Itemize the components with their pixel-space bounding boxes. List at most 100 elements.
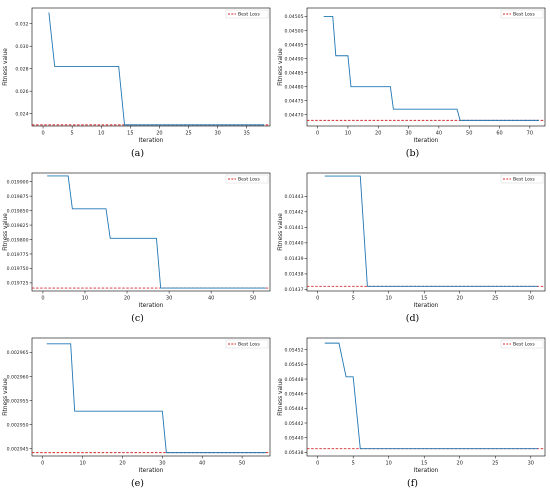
y-tick-label: 0.026: [15, 89, 28, 95]
x-tick-label: 10: [79, 461, 85, 467]
x-tick-label: 0: [316, 296, 319, 302]
legend-box: [500, 174, 544, 184]
plot-frame-c: [31, 172, 271, 292]
fitness-series-line: [323, 15, 539, 121]
panel-a: 0 5 10 15 20 25 30 35 0.024 0.026 0.028 0.030 0.032 I…: [0, 0, 275, 165]
y-tick-label: 0.019825: [7, 223, 29, 229]
caption-b: (b): [405, 148, 420, 159]
x-tick-label: 10: [386, 461, 392, 467]
x-tick-label: 35: [244, 131, 250, 137]
y-tick-label: 0.05448: [285, 377, 304, 383]
y-tick-label: 0.04485: [285, 70, 304, 76]
y-tick-label: 0.05450: [285, 362, 304, 368]
fitness-series-line: [46, 343, 267, 454]
y-tick-label: 0.05444: [285, 406, 304, 412]
plot-frame-a: [31, 7, 271, 127]
y-tick-label: 0.028: [15, 66, 28, 72]
y-tick-label: 0.05440: [285, 435, 304, 441]
x-tick-label: 40: [436, 131, 442, 137]
y-tick-label: 0.019800: [7, 237, 29, 243]
y-tick-label: 0.05452: [285, 348, 304, 354]
plot-frame-b: [306, 7, 546, 127]
y-axis-label: Fitness value: [278, 213, 284, 251]
legend-label: Best Loss: [513, 342, 535, 348]
caption-c: (c): [131, 313, 144, 324]
y-tick-label: 0.002945: [7, 447, 29, 453]
y-tick-label: 0.05438: [285, 450, 304, 456]
panel-b: 0 10 20 30 40 50 60 70 0.04470 0.04475 0.04480 0.04…: [275, 0, 550, 165]
caption-d: (d): [405, 313, 420, 324]
y-tick-label: 0.019775: [7, 252, 29, 258]
y-tick-label: 0.01437: [285, 287, 304, 293]
y-tick-label: 0.01440: [285, 241, 304, 247]
legend-label: Best Loss: [513, 12, 535, 18]
x-tick-label: 20: [119, 461, 125, 467]
x-tick-label: 10: [98, 131, 104, 137]
legend-label: Best Loss: [513, 177, 535, 183]
y-tick-label: 0.032: [15, 22, 28, 28]
chart-f: 0 5 10 15 20 25 30 0.05438 0.05440 0.05442 0.05444…: [278, 337, 546, 474]
y-tick-label: 0.04470: [285, 113, 304, 119]
x-tick-label: 40: [208, 296, 214, 302]
y-tick-label: 0.030: [15, 44, 28, 50]
y-tick-label: 0.01439: [285, 256, 304, 262]
x-axis-label: Iteration: [414, 303, 439, 309]
panel-f: 0 5 10 15 20 25 30 0.05438 0.05440 0.05442 0.05444…: [275, 330, 550, 495]
legend-label: Best Loss: [238, 342, 260, 348]
x-tick-label: 25: [492, 296, 498, 302]
x-tick-label: 0: [316, 461, 319, 467]
y-tick-label: 0.05446: [285, 392, 304, 398]
x-tick-label: 15: [127, 131, 133, 137]
y-tick-label: 0.01438: [285, 272, 304, 278]
y-tick-label: 0.01441: [285, 225, 304, 231]
x-tick-label: 5: [71, 131, 74, 137]
chart-c: 0 10 20 30 40 50 0.019725 0.019750 0.019775 0.019…: [3, 172, 271, 309]
plot-frame-e: [31, 337, 271, 457]
x-tick-label: 10: [345, 131, 351, 137]
legend-box: [225, 174, 269, 184]
x-axis-label: Iteration: [139, 303, 164, 309]
x-tick-label: 30: [528, 461, 534, 467]
x-tick-label: 5: [352, 461, 355, 467]
legend-box: [225, 339, 269, 349]
x-axis-label: Iteration: [414, 468, 439, 474]
fitness-series-line: [324, 342, 538, 450]
y-tick-label: 0.04505: [285, 14, 304, 20]
panel-e: 0 10 20 30 40 50 0.002945 0.002950 0.002955 0.002…: [0, 330, 275, 495]
y-tick-label: 0.019875: [7, 194, 29, 200]
x-tick-label: 0: [41, 296, 44, 302]
caption-a: (a): [130, 148, 145, 159]
x-tick-label: 30: [159, 461, 165, 467]
x-tick-label: 15: [421, 296, 427, 302]
panel-d: 0 5 10 15 20 25 30 0.01437 0.01438 0.01439 0.01440…: [275, 165, 550, 330]
plot-frame-f: [306, 337, 546, 457]
y-tick-label: 0.04475: [285, 99, 304, 105]
panel-c: 0 10 20 30 40 50 0.019725 0.019750 0.019775 0.019…: [0, 165, 275, 330]
y-axis-label: Fitness value: [3, 378, 9, 416]
y-tick-label: 0.04495: [285, 42, 304, 48]
x-tick-label: 25: [185, 131, 191, 137]
legend-label: Best Loss: [238, 12, 260, 18]
x-tick-label: 20: [457, 296, 463, 302]
y-axis-label: Fitness value: [278, 48, 284, 86]
legend-box: [225, 9, 269, 19]
x-tick-label: 15: [421, 461, 427, 467]
x-tick-label: 50: [239, 461, 245, 467]
x-tick-label: 20: [457, 461, 463, 467]
fitness-series-line: [324, 175, 538, 287]
legend-box: [500, 339, 544, 349]
y-axis-label: Fitness value: [3, 213, 9, 251]
x-tick-label: 20: [124, 296, 130, 302]
x-tick-label: 25: [492, 461, 498, 467]
legend-box: [500, 9, 544, 19]
x-tick-label: 10: [386, 296, 392, 302]
y-tick-label: 0.019750: [7, 266, 29, 272]
x-tick-label: 30: [405, 131, 411, 137]
x-tick-label: 0: [41, 461, 44, 467]
y-tick-label: 0.04480: [285, 84, 304, 90]
x-tick-label: 0: [316, 131, 319, 137]
x-tick-label: 50: [250, 296, 256, 302]
y-tick-label: 0.019850: [7, 208, 29, 214]
chart-a: 0 5 10 15 20 25 30 35 0.024 0.026 0.028 0.030 0.032 I…: [3, 7, 271, 144]
y-tick-label: 0.04490: [285, 56, 304, 62]
